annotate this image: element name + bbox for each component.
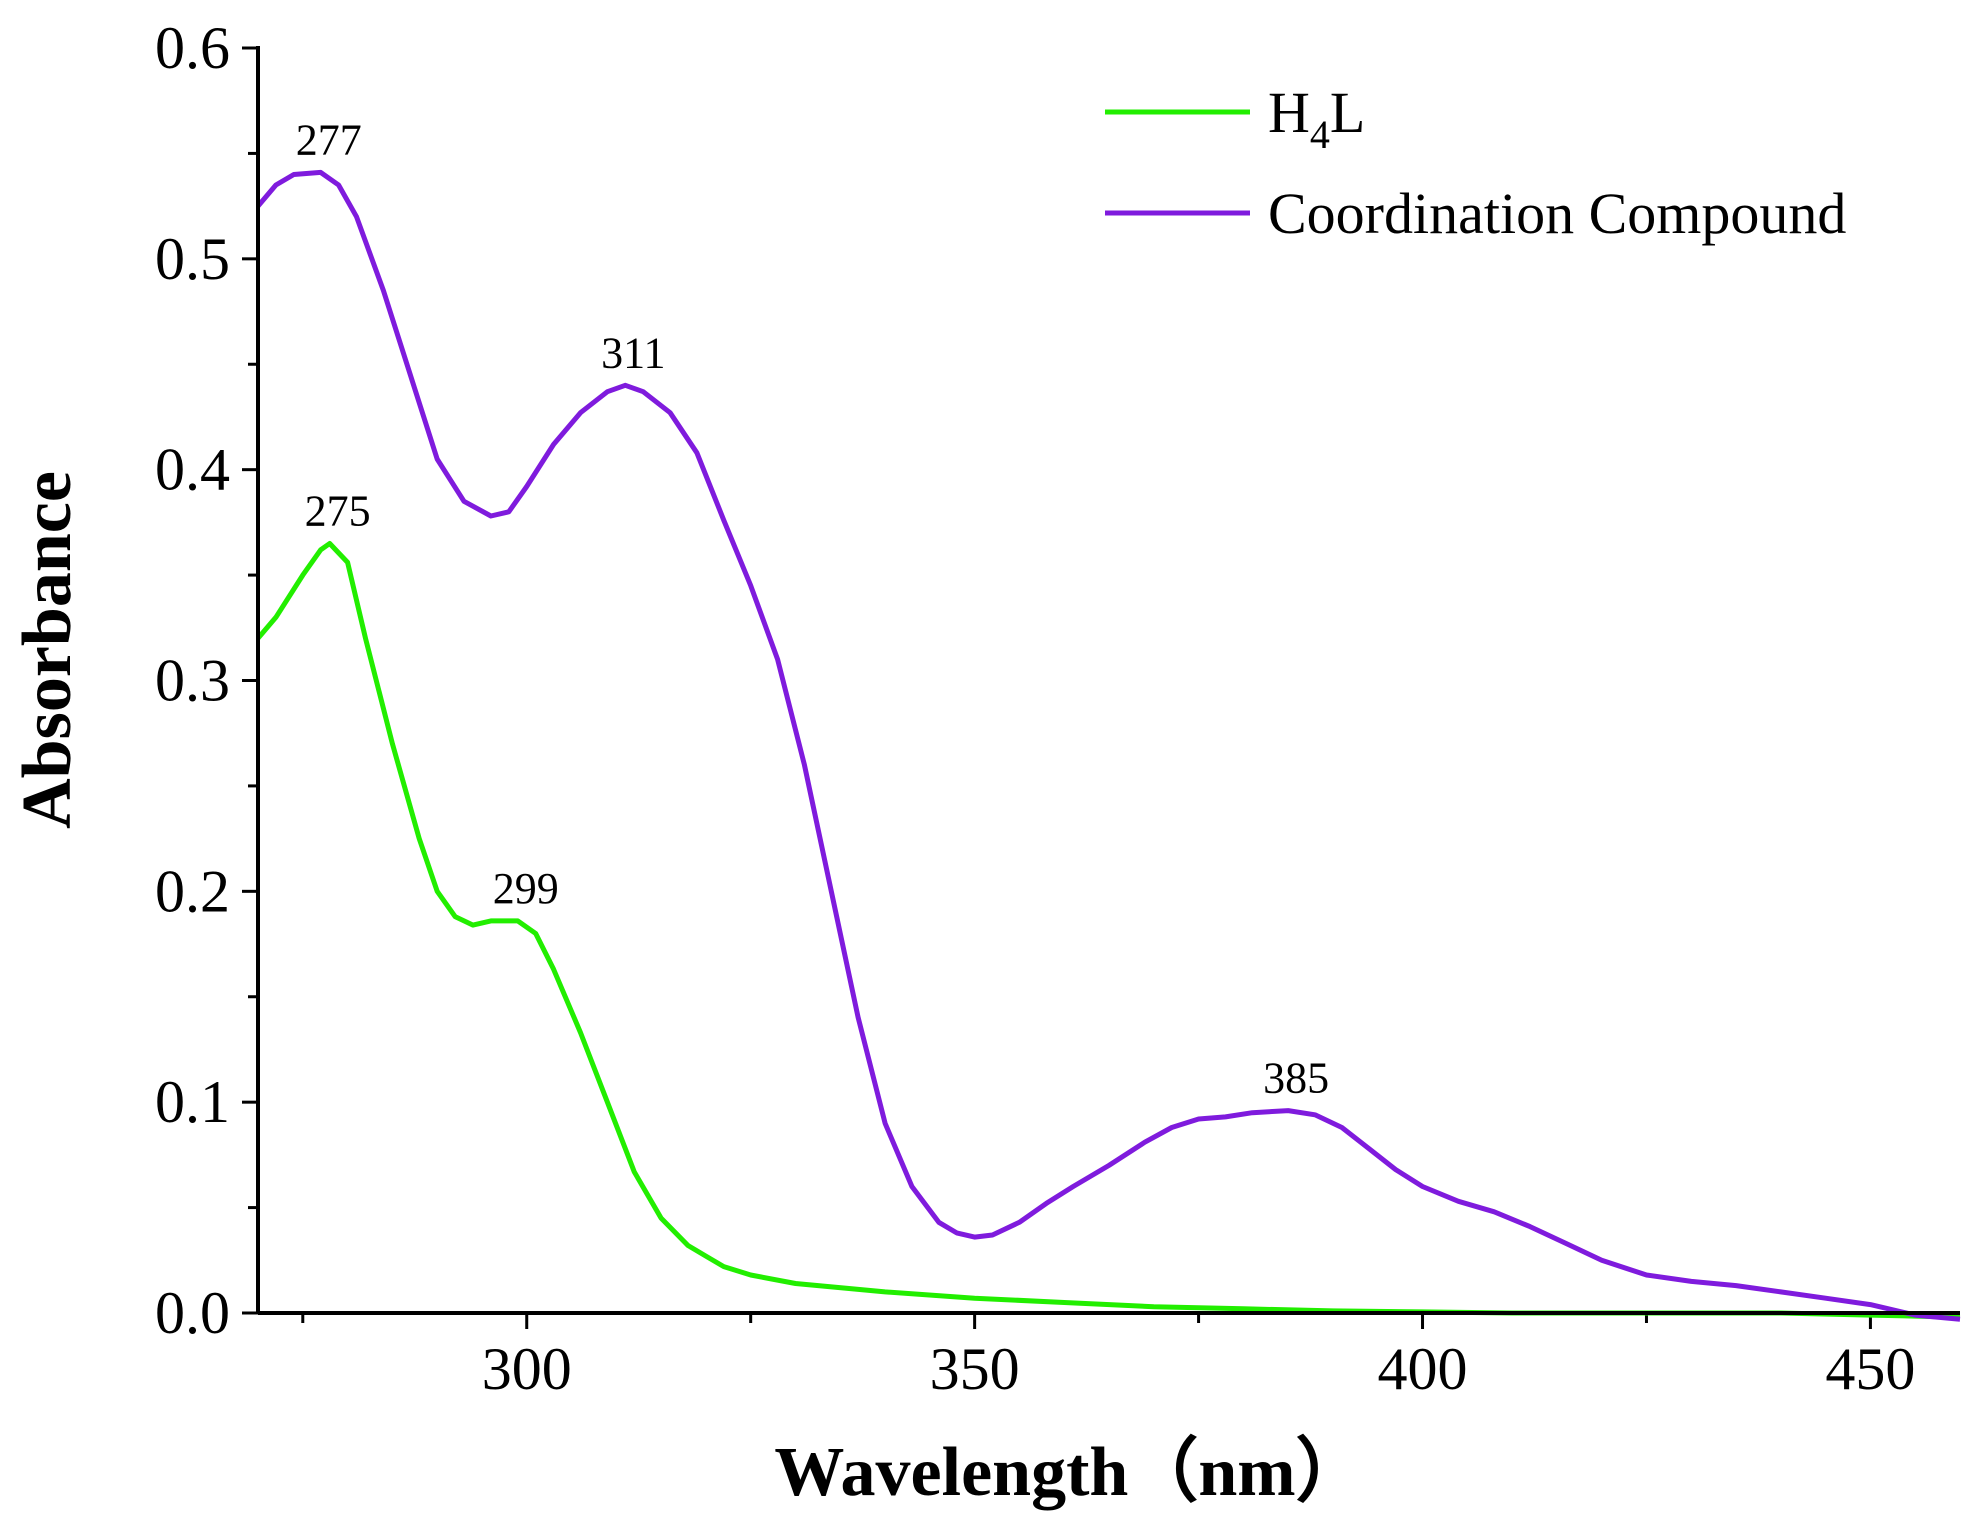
legend-label-h4l: H4L: [1268, 80, 1365, 157]
series-line-coordination-compound: [256, 169, 1961, 1322]
peak-label-299: 299: [493, 864, 559, 913]
y-tick-label: 0.2: [155, 858, 230, 924]
y-tick-label: 0.1: [155, 1069, 230, 1135]
x-axis-title: Wavelength（nm）: [774, 1433, 1365, 1511]
peak-label-311: 311: [601, 328, 665, 377]
x-tick-label: 400: [1378, 1336, 1468, 1402]
legend: H4L Coordination Compound: [1105, 80, 1846, 246]
y-tick-label: 0.3: [155, 648, 230, 714]
tick-labels: 300 350 400 450 0.0 0.1 0.2 0.3 0.4 0.5 0.6: [155, 15, 1915, 1402]
y-tick-label: 0.4: [155, 437, 230, 503]
axes: [256, 46, 1960, 1315]
y-tick-label: 0.0: [155, 1280, 230, 1346]
y-axis-title: Absorbance: [9, 471, 86, 829]
y-tick-label: 0.5: [155, 226, 230, 292]
peak-label-385: 385: [1263, 1054, 1329, 1103]
series-lines: [256, 169, 1961, 1322]
peak-label-275: 275: [305, 486, 371, 535]
legend-label-coordination-compound: Coordination Compound: [1268, 181, 1846, 246]
x-tick-label: 450: [1825, 1336, 1915, 1402]
x-tick-label: 350: [930, 1336, 1020, 1402]
peak-label-277: 277: [296, 115, 362, 164]
series-line-h4l: [256, 541, 1961, 1320]
x-tick-label: 300: [482, 1336, 572, 1402]
y-tick-label: 0.6: [155, 15, 230, 81]
peak-annotations: 277 311 385 275 299: [296, 115, 1329, 1102]
